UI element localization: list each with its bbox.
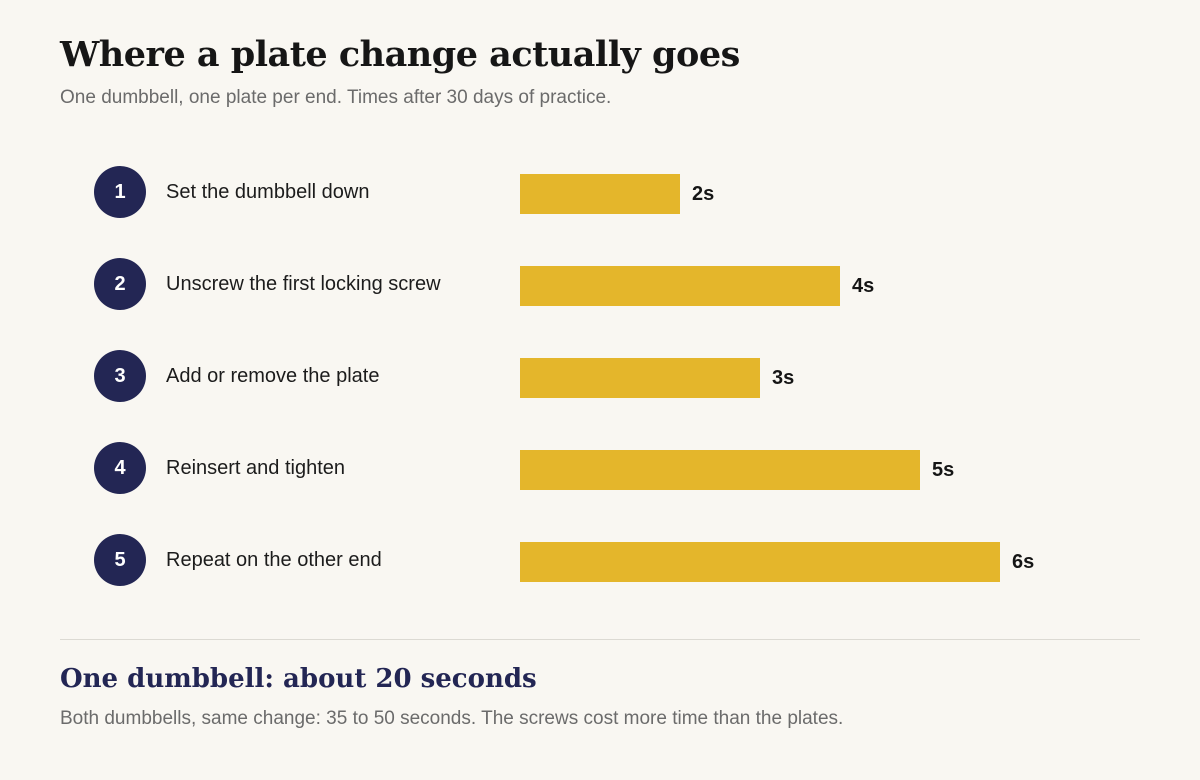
summary-note: Both dumbbells, same change: 35 to 50 se… — [60, 708, 844, 729]
step-row: 2 Unscrew the first locking screw 4s — [0, 258, 1200, 310]
step-row: 4 Reinsert and tighten 5s — [0, 442, 1200, 494]
summary-title: One dumbbell: about 20 seconds — [60, 664, 537, 694]
step-number-badge: 3 — [94, 350, 146, 402]
step-label: Set the dumbbell down — [166, 180, 370, 203]
bar-value-label: 2s — [692, 182, 715, 205]
step-row: 1 Set the dumbbell down 2s — [0, 166, 1200, 218]
bar — [520, 542, 1000, 582]
step-number-badge: 4 — [94, 442, 146, 494]
step-label: Add or remove the plate — [166, 364, 380, 387]
step-number-badge: 5 — [94, 534, 146, 586]
step-number-badge: 2 — [94, 258, 146, 310]
step-label: Repeat on the other end — [166, 548, 382, 571]
chart-title: Where a plate change actually goes — [60, 34, 740, 75]
bar — [520, 450, 920, 490]
bar-value-label: 5s — [932, 458, 955, 481]
bar — [520, 266, 840, 306]
bar — [520, 174, 680, 214]
step-row: 5 Repeat on the other end 6s — [0, 534, 1200, 586]
bar — [520, 358, 760, 398]
step-label: Unscrew the first locking screw — [166, 272, 441, 295]
divider — [60, 639, 1140, 640]
bar-value-label: 4s — [852, 274, 875, 297]
step-number-badge: 1 — [94, 166, 146, 218]
step-label: Reinsert and tighten — [166, 456, 346, 479]
bar-value-label: 3s — [772, 366, 795, 389]
step-row: 3 Add or remove the plate 3s — [0, 350, 1200, 402]
chart-subtitle: One dumbbell, one plate per end. Times a… — [60, 87, 612, 108]
bar-value-label: 6s — [1012, 550, 1035, 573]
